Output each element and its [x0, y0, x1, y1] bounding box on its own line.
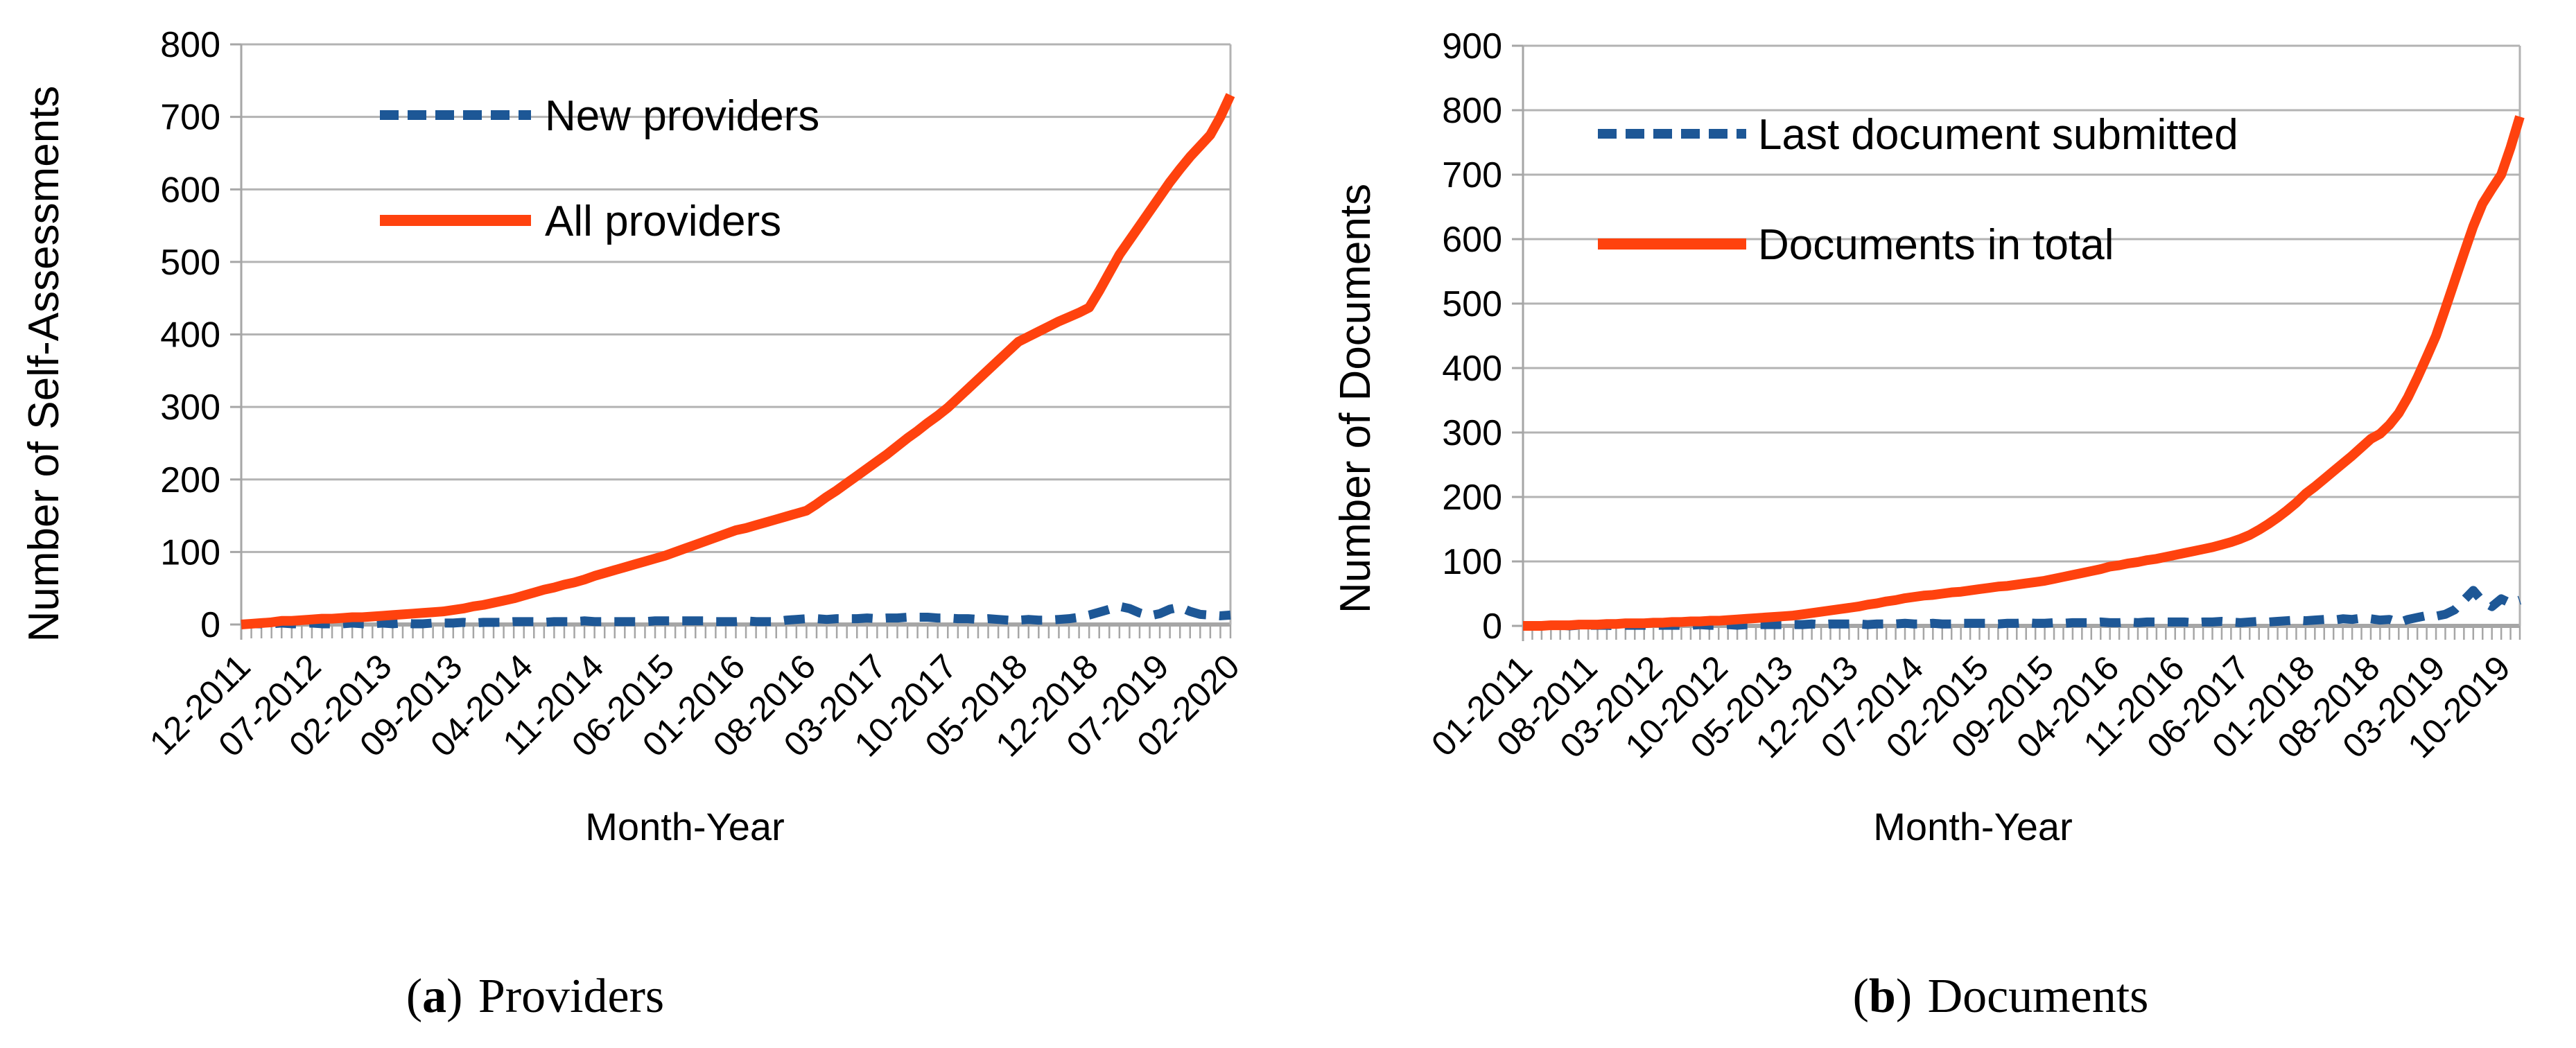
y-tick-label: 600 [160, 170, 220, 210]
y-tick-label: 500 [160, 243, 220, 283]
y-tick-label: 400 [160, 315, 220, 356]
y-tick-label: 800 [160, 25, 220, 65]
y-tick-label: 400 [1442, 349, 1502, 389]
caption-paren-open: ( [1852, 970, 1869, 1023]
y-tick-label: 900 [1442, 26, 1502, 67]
y-tick-label: 0 [1482, 606, 1502, 647]
caption-paren-close: ) [446, 970, 463, 1023]
series-line-solid [1523, 115, 2525, 631]
series-line-dashed [1523, 586, 2522, 631]
caption-paren-open: ( [406, 970, 423, 1023]
legend-label: Last document submitted [1758, 111, 2238, 159]
caption-paren-close: ) [1895, 970, 1913, 1023]
y-tick-label: 100 [1442, 542, 1502, 582]
y-tick-label: 200 [160, 460, 220, 500]
y-tick-label: 700 [160, 98, 220, 138]
legend-label: Documents in total [1758, 221, 2114, 269]
legend-label: All providers [545, 198, 781, 245]
subfigure-caption-a: (a) Providers [406, 969, 664, 1024]
documents-chart: 010020030040050060070080090001-201108-20… [1332, 26, 2525, 848]
y-tick-label: 0 [200, 605, 220, 645]
legend-label: New providers [545, 92, 819, 140]
y-tick-label: 300 [160, 387, 220, 428]
caption-letter: a [422, 970, 447, 1023]
y-tick-label: 800 [1442, 91, 1502, 131]
series-line-dashed [241, 602, 1231, 629]
caption-letter: b [1868, 970, 1896, 1023]
y-tick-label: 300 [1442, 413, 1502, 453]
x-axis-title: Month-Year [1873, 805, 2072, 848]
y-axis-title: Number of Self-Assessments [20, 86, 68, 643]
series-line-solid [241, 93, 1235, 629]
y-tick-label: 200 [1442, 478, 1502, 518]
y-tick-label: 600 [1442, 220, 1502, 260]
providers-chart: 010020030040050060070080012-201107-20120… [20, 25, 1247, 848]
y-tick-label: 500 [1442, 284, 1502, 324]
y-axis-title: Number of Documents [1332, 184, 1380, 613]
x-axis-title: Month-Year [585, 805, 784, 848]
caption-text: Providers [478, 970, 665, 1023]
subfigure-caption-b: (b) Documents [1853, 969, 2149, 1024]
y-tick-label: 100 [160, 532, 220, 573]
y-tick-label: 700 [1442, 155, 1502, 195]
caption-text: Documents [1927, 970, 2149, 1023]
